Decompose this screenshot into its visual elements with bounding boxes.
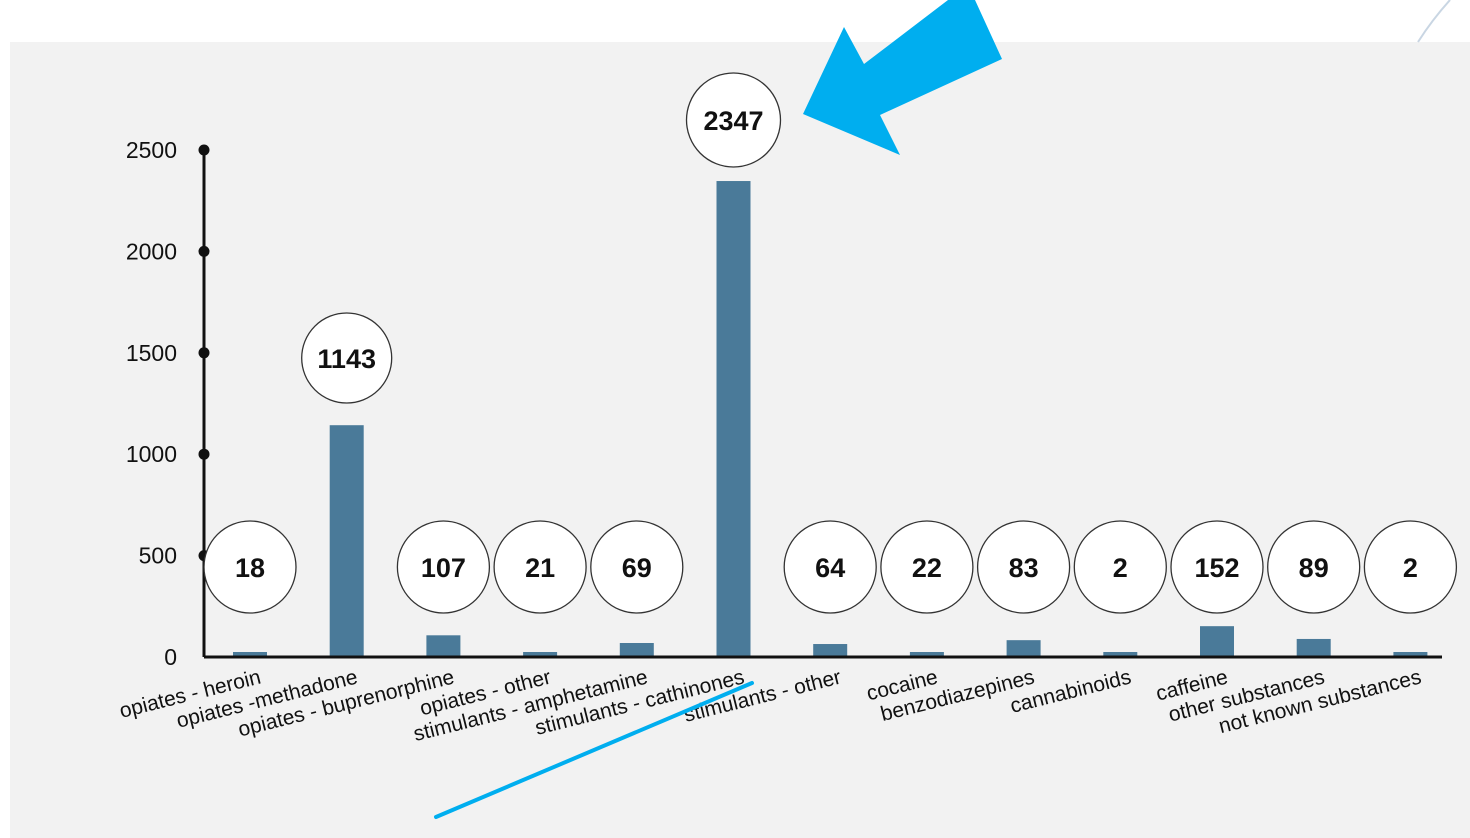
value-callout-circle (203, 520, 297, 614)
y-tick-label: 1000 (126, 441, 177, 467)
value-callout-circle (301, 312, 393, 404)
y-tick-label: 1500 (126, 340, 177, 366)
value-label-11: 152 (1194, 553, 1239, 583)
bar-11 (1200, 626, 1234, 657)
value-label-3: 107 (421, 553, 466, 583)
y-tick-label: 500 (139, 543, 177, 569)
arrow-icon (803, 0, 1002, 155)
bar-10 (1103, 652, 1138, 657)
value-callout-circle (590, 520, 684, 614)
y-tick-dot (198, 347, 210, 359)
bar-3 (426, 635, 461, 657)
y-tick-dot (198, 245, 210, 257)
value-callout-circle (880, 520, 974, 614)
value-callout-circle (1170, 520, 1264, 614)
y-tick-dot (198, 448, 210, 460)
highlight-underline (434, 681, 754, 819)
y-tick-dot (198, 144, 210, 156)
bar-7 (813, 644, 848, 657)
corner-swoosh-icon (1417, 0, 1451, 43)
value-label-13: 2 (1403, 553, 1418, 583)
value-label-10: 2 (1113, 553, 1128, 583)
bar-8 (909, 652, 944, 657)
bar-13 (1393, 652, 1428, 657)
bar-5 (619, 643, 654, 657)
value-label-5: 69 (622, 553, 652, 583)
value-label-12: 89 (1299, 553, 1329, 583)
bar-6 (716, 181, 751, 658)
value-callout-circle (1363, 520, 1458, 614)
value-label-7: 64 (815, 553, 845, 583)
y-tick-label: 2500 (126, 137, 177, 163)
value-callout-circle (1267, 520, 1361, 614)
value-callout-circle (685, 72, 782, 168)
bar-12 (1296, 638, 1331, 657)
y-tick-label: 0 (164, 644, 177, 670)
value-label-6: 2347 (703, 106, 763, 136)
bar-9 (1006, 640, 1041, 657)
y-tick-label: 2000 (126, 238, 177, 264)
value-callout-circle (1073, 520, 1167, 614)
value-callout-circle (976, 520, 1071, 614)
bar-1 (233, 652, 267, 657)
value-callout-circle (493, 520, 587, 614)
bar-4 (523, 652, 558, 657)
bar-2 (329, 425, 364, 657)
value-callout-circle (396, 520, 491, 614)
value-label-9: 83 (1009, 553, 1039, 583)
value-label-1: 18 (235, 553, 265, 583)
value-label-4: 21 (525, 553, 555, 583)
value-label-2: 1143 (317, 344, 376, 374)
value-label-8: 22 (912, 553, 942, 583)
value-callout-circle (783, 520, 877, 614)
